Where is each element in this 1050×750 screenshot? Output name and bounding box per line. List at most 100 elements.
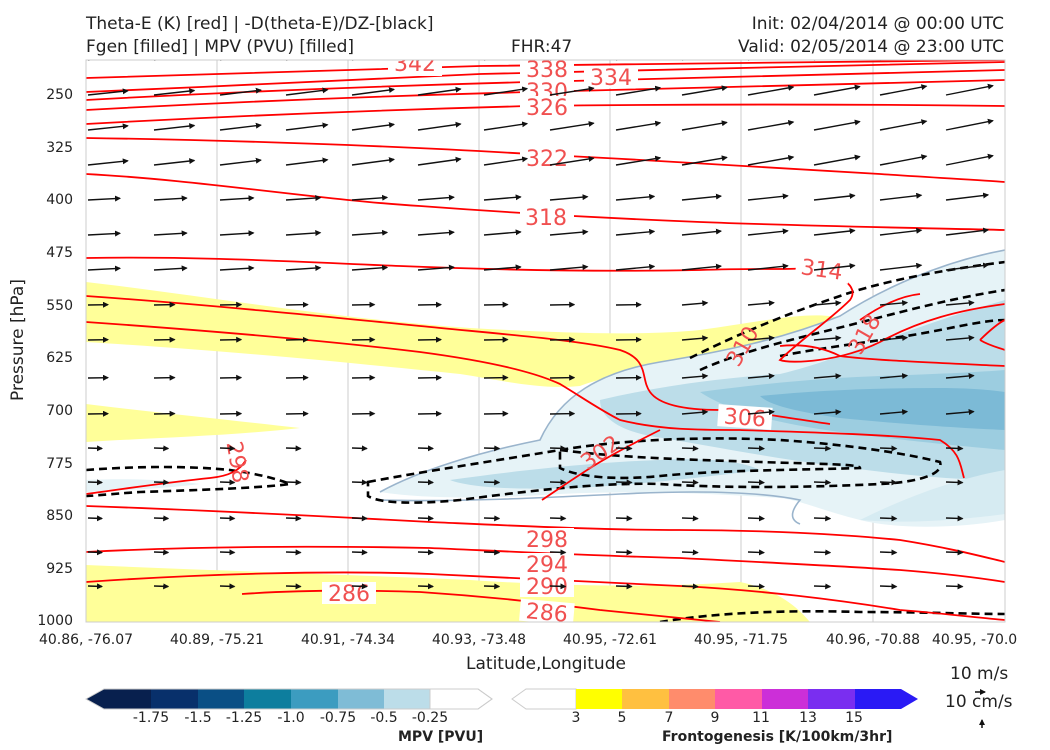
mpv-colorbar-title: MPV [PVU]: [398, 729, 484, 745]
wind-vector: [879, 154, 928, 166]
fgen-colorbar-bin: [808, 689, 855, 709]
wind-vector: [352, 60, 358, 61]
contour-label-318: 318: [525, 206, 567, 231]
wind-vector: [417, 86, 462, 96]
wind-vector: [747, 300, 775, 307]
wind-vector: [615, 193, 656, 201]
contour-label-322: 322: [526, 147, 568, 172]
wind-vector: [879, 335, 909, 342]
theta-e-line-342: [86, 60, 1005, 79]
wind-vector: [615, 120, 662, 131]
wind-vector: [219, 265, 255, 272]
wind-vector: [153, 479, 170, 486]
wind-vector: [879, 300, 909, 307]
wind-vector: [879, 227, 923, 236]
wind-vector: [87, 123, 129, 131]
vector-reference-horizontal-label: 10 m/s: [950, 664, 1009, 684]
wind-vector: [747, 445, 765, 452]
y-tick-label: 925: [46, 561, 73, 577]
wind-vector: [945, 83, 994, 96]
fgen-colorbar-bin: [715, 689, 762, 709]
wind-vector: [549, 121, 595, 131]
stability-contour-center: [366, 437, 942, 504]
fgen-region-left: [86, 404, 300, 442]
theta-e-line-mid-right: [779, 344, 1005, 367]
mpv-colorbar-tick: -1.25: [225, 710, 263, 726]
mpv-colorbar-outline: [84, 688, 493, 710]
fgen-colorbar-arrow: [901, 689, 918, 709]
wind-vector: [483, 515, 501, 522]
wind-vector: [681, 120, 728, 131]
wind-vector: [483, 194, 522, 201]
fgen-colorbar-title: Frontogenesis [K/100km/3hr]: [662, 729, 893, 745]
wind-vector: [285, 583, 302, 590]
theta-e-line-338: [86, 61, 1005, 93]
wind-vector: [483, 479, 501, 486]
fgen-colorbar-bin: [622, 689, 669, 709]
wind-vector: [747, 335, 775, 342]
wind-vector: [417, 515, 434, 522]
fgen-colorbar: [511, 688, 918, 710]
wind-vector: [87, 549, 103, 556]
wind-vector: [813, 119, 861, 131]
x-tick-label: 40.95, -70.0: [932, 632, 1018, 648]
wind-vector: [813, 154, 861, 166]
wind-vector: [483, 445, 501, 452]
wind-vector: [879, 583, 898, 590]
wind-vector: [87, 195, 121, 202]
wind-vector: [285, 230, 322, 237]
wind-vector: [615, 85, 662, 96]
wind-vector: [747, 409, 775, 416]
wind-vector: [813, 409, 842, 416]
y-tick-label: 250: [46, 87, 73, 103]
y-tick-label: 1000: [37, 613, 73, 629]
wind-vector: [748, 60, 753, 61]
mpv-colorbar-arrow: [86, 689, 104, 709]
wind-vector: [681, 515, 699, 522]
wind-vector: [945, 373, 975, 380]
wind-vector: [615, 515, 633, 522]
fgen-colorbar-tick: 3: [571, 710, 581, 726]
fgen-colorbar-tick: 13: [799, 710, 817, 726]
wind-vector: [945, 118, 994, 131]
wind-vector: [681, 335, 709, 342]
wind-vector: [285, 265, 322, 272]
mpv-colorbar-tick: -1.5: [184, 710, 212, 726]
wind-vector: [681, 228, 722, 236]
wind-vector: [813, 479, 832, 486]
wind-vector: [681, 85, 728, 96]
wind-vector: [747, 228, 789, 236]
y-tick-label: 400: [46, 192, 73, 208]
wind-vector: [219, 87, 262, 96]
plot-area: 342 338 334 330 326 322 318 314 310 318 …: [86, 60, 1005, 622]
wind-vector: [219, 583, 236, 590]
mpv-colorbar: [84, 688, 493, 710]
wind-vector: [945, 549, 964, 556]
wind-vector: [879, 262, 923, 271]
wind-vector: [681, 155, 728, 166]
wind-vectors: [87, 60, 994, 590]
wind-vector: [681, 193, 722, 201]
wind-vector: [879, 84, 928, 96]
vector-reference-vertical-label: 10 cm/s: [945, 692, 1013, 712]
wind-vector: [747, 373, 775, 380]
theta-e-line-upper-right: [979, 319, 1005, 351]
y-tick-label: 475: [46, 245, 73, 261]
wind-vector: [747, 549, 765, 556]
wind-vector: [945, 583, 964, 590]
wind-vector: [747, 84, 795, 96]
wind-vector: [418, 60, 424, 61]
wind-vector: [945, 153, 994, 166]
wind-vector: [285, 87, 329, 96]
wind-vector: [615, 583, 633, 590]
mpv-colorbar-bin: [244, 689, 291, 709]
wind-vector: [483, 86, 529, 96]
mpv-colorbar-bin: [198, 689, 244, 709]
wind-vector: [945, 445, 964, 452]
wind-vector: [813, 335, 842, 342]
wind-vector: [153, 445, 170, 452]
fgen-colorbar-tick: 7: [664, 710, 674, 726]
mpv-region-core: [760, 388, 1005, 430]
wind-vector: [351, 87, 395, 96]
x-tick-label: 40.89, -75.21: [169, 632, 265, 648]
